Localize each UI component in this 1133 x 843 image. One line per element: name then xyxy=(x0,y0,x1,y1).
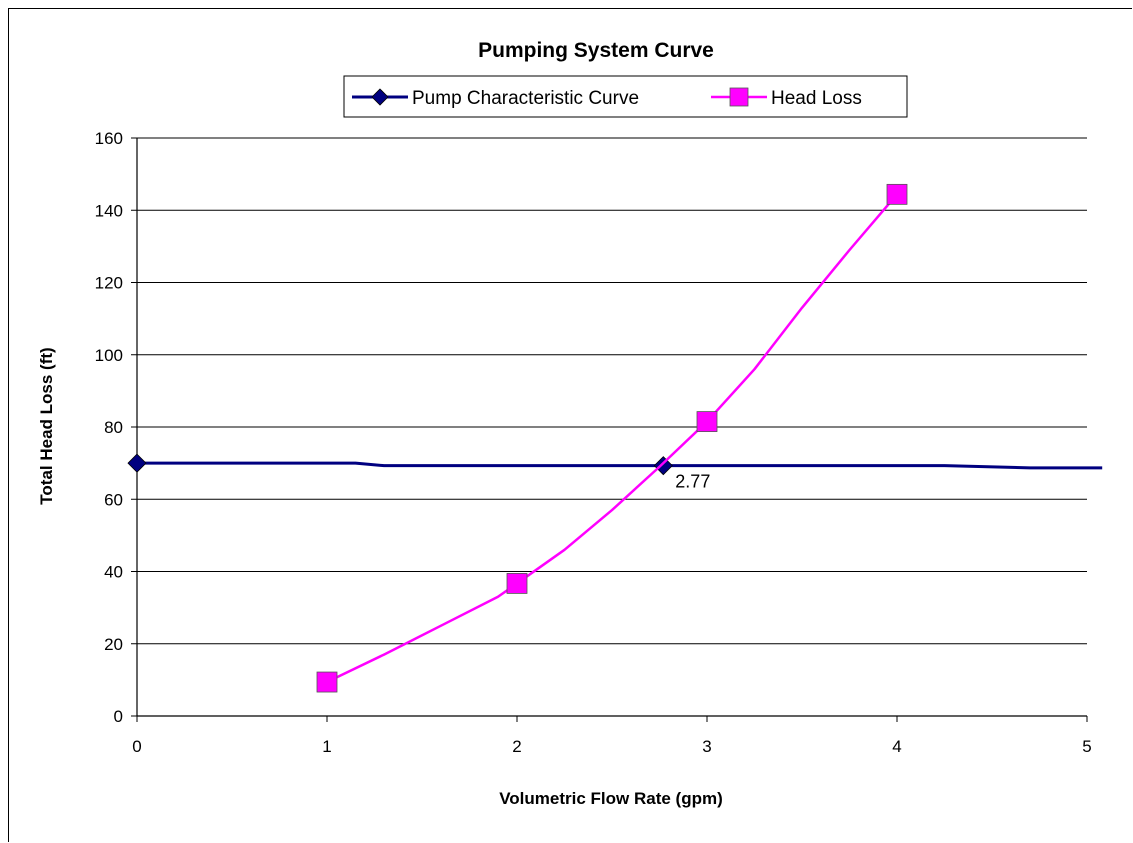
tick-labels: 0 20 40 60 80 100 120 140 160 0 1 2 3 4 5 xyxy=(95,129,1092,756)
y-tick-label: 120 xyxy=(95,274,123,293)
point-pump-characteristic-curve xyxy=(127,453,147,473)
y-axis-label: Total Head Loss (ft) xyxy=(37,347,56,504)
series-line-head-loss xyxy=(326,193,898,684)
point-head-loss xyxy=(506,573,528,594)
chart-frame xyxy=(8,8,1132,842)
point-pump-characteristic-curve xyxy=(653,456,673,476)
x-tick-label: 5 xyxy=(1082,737,1091,756)
point-head-loss xyxy=(316,671,338,693)
legend-box xyxy=(343,75,908,118)
legend-label-head-loss: Head Loss xyxy=(771,88,862,109)
grid xyxy=(137,137,1087,645)
x-axis-label: Volumetric Flow Rate (gpm) xyxy=(499,789,723,808)
x-tick-label: 2 xyxy=(512,737,521,756)
point-head-loss xyxy=(696,411,718,432)
y-tick-label: 60 xyxy=(104,490,123,509)
series-line-pump-characteristic-curve xyxy=(137,461,1103,470)
y-tick-label: 0 xyxy=(114,707,123,726)
x-tick-label: 0 xyxy=(132,737,141,756)
y-tick-label: 160 xyxy=(95,129,123,148)
y-tick-label: 40 xyxy=(104,563,123,582)
chart-title: Pumping System Curve xyxy=(478,39,714,62)
legend-label-pump-characteristic-curve: Pump Characteristic Curve xyxy=(412,88,639,109)
legend-marker-head-loss xyxy=(729,87,749,107)
series-layer: 2.77 xyxy=(127,183,1103,693)
axes xyxy=(131,137,1088,722)
legend: Pump Characteristic Curve Head Loss xyxy=(343,75,908,118)
y-tick-label: 20 xyxy=(104,635,123,654)
data-label: 2.77 xyxy=(675,472,710,492)
y-tick-label: 100 xyxy=(95,346,123,365)
x-tick-label: 1 xyxy=(322,737,331,756)
x-tick-label: 4 xyxy=(892,737,901,756)
point-head-loss xyxy=(886,183,908,205)
x-tick-label: 3 xyxy=(702,737,711,756)
legend-marker-pump-characteristic-curve xyxy=(371,88,389,106)
y-tick-label: 80 xyxy=(104,418,123,437)
y-tick-label: 140 xyxy=(95,201,123,220)
